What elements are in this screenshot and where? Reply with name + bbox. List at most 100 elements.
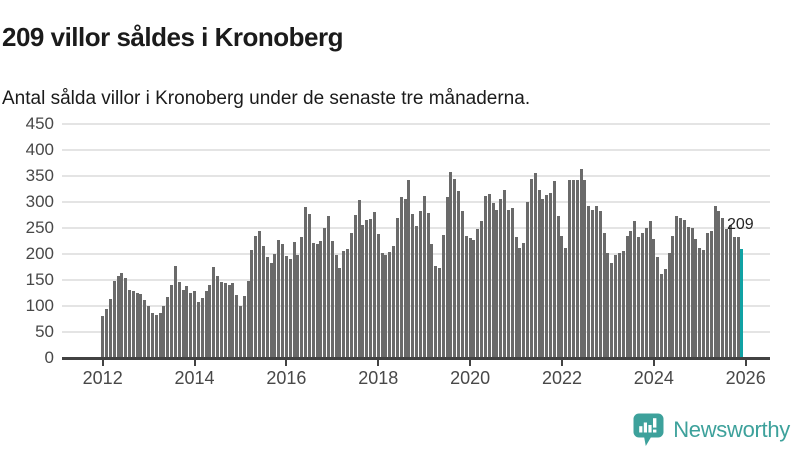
bar-month — [338, 268, 342, 358]
bar-month — [633, 221, 637, 358]
bar-month — [583, 180, 587, 358]
bar-month — [468, 237, 472, 358]
bar-month — [108, 298, 112, 358]
bar-month — [372, 212, 376, 358]
bar-month — [506, 209, 510, 358]
gridline-450 — [62, 122, 770, 125]
bar-month — [518, 248, 522, 358]
bar-month — [717, 211, 721, 358]
bar-month — [181, 289, 185, 358]
bar-month — [537, 189, 541, 358]
bar-month — [415, 225, 419, 358]
bar-month — [694, 238, 698, 358]
bar-month — [698, 248, 702, 358]
bar-month — [120, 273, 124, 358]
bar-month — [250, 250, 254, 358]
bar-month — [327, 215, 330, 358]
bar-month — [323, 228, 327, 358]
bar-month — [311, 243, 315, 358]
bar-month — [189, 292, 193, 358]
bar-month — [476, 229, 480, 358]
bar-month — [575, 179, 579, 358]
bar-month — [254, 236, 258, 358]
bar-month — [242, 296, 246, 358]
bar-month — [269, 263, 273, 358]
bar-month — [426, 212, 430, 358]
bar-month — [552, 181, 556, 358]
x-axis-tick-2018 — [377, 359, 380, 366]
bar-month — [495, 209, 499, 358]
bar-month — [713, 206, 717, 358]
bar-month — [177, 282, 181, 358]
bar-month — [438, 268, 441, 358]
x-axis-tick-2020 — [469, 359, 472, 366]
bar-month — [246, 280, 250, 358]
bar-month — [568, 180, 572, 358]
bar-month — [265, 257, 269, 358]
bar-month — [690, 227, 694, 358]
bar-month — [564, 248, 568, 358]
x-axis-tick-2026 — [744, 359, 747, 366]
bar-month — [671, 235, 675, 358]
bar-month — [560, 235, 564, 358]
bar-month — [139, 294, 143, 358]
bar-month — [403, 199, 407, 358]
bar-month — [606, 252, 610, 358]
x-axis-tick-2022 — [560, 359, 563, 366]
bar-month — [453, 178, 457, 358]
bar-month — [652, 239, 656, 358]
bar-month — [644, 228, 648, 358]
bar-month — [380, 252, 384, 358]
y-axis-label-100: 100 — [25, 296, 54, 315]
bar-month — [526, 201, 530, 358]
chart-subtitle: Antal sålda villor i Kronoberg under de … — [2, 88, 531, 109]
bar-month — [212, 266, 216, 358]
x-axis-label-2024: 2024 — [633, 367, 674, 388]
bar-month — [514, 236, 518, 358]
bar-month — [216, 276, 220, 358]
x-axis-label-2016: 2016 — [266, 367, 307, 388]
bar-month — [135, 292, 139, 358]
bar-month — [124, 277, 128, 358]
bar-chart: 0 50 100 150 200 250 300 350 400 450 2012 2014 2016 2… — [25, 115, 770, 388]
bar-month — [361, 224, 365, 358]
bar-month — [480, 221, 484, 358]
bar-month — [200, 297, 204, 358]
bar-month — [101, 315, 105, 358]
bar-month — [208, 284, 212, 358]
gridline-300 — [62, 200, 770, 203]
bar-month — [625, 235, 629, 358]
bar-month — [686, 226, 690, 358]
bar-month — [131, 291, 135, 358]
bar-month — [629, 231, 633, 358]
bar-month — [384, 254, 388, 358]
bar-month — [472, 239, 476, 358]
bar-month — [193, 291, 197, 358]
x-axis-label-2012: 2012 — [82, 367, 123, 388]
bar-month — [522, 243, 526, 358]
bar-month — [491, 203, 495, 358]
bar-month — [281, 244, 285, 358]
bar-month — [369, 218, 373, 358]
bar-month — [663, 269, 667, 358]
bar-month — [158, 313, 162, 358]
bar-month — [147, 305, 151, 358]
bar-month — [598, 211, 602, 358]
newsworthy-logo[interactable]: Newsworthy — [633, 413, 790, 447]
bar-month — [300, 237, 304, 358]
bar-month — [353, 214, 357, 358]
bar-month — [736, 236, 740, 358]
bar-month — [430, 243, 434, 358]
newsworthy-icon — [633, 413, 665, 447]
bar-month — [357, 200, 361, 358]
bar-month — [464, 235, 468, 358]
y-axis-label-200: 200 — [25, 244, 54, 263]
bar-month — [614, 254, 618, 358]
bar-month — [682, 220, 686, 358]
x-axis-tick-2012 — [101, 359, 104, 366]
bar-month — [349, 232, 353, 358]
bar-month — [227, 284, 231, 358]
bar-month — [105, 309, 109, 358]
bar-month — [277, 239, 281, 358]
